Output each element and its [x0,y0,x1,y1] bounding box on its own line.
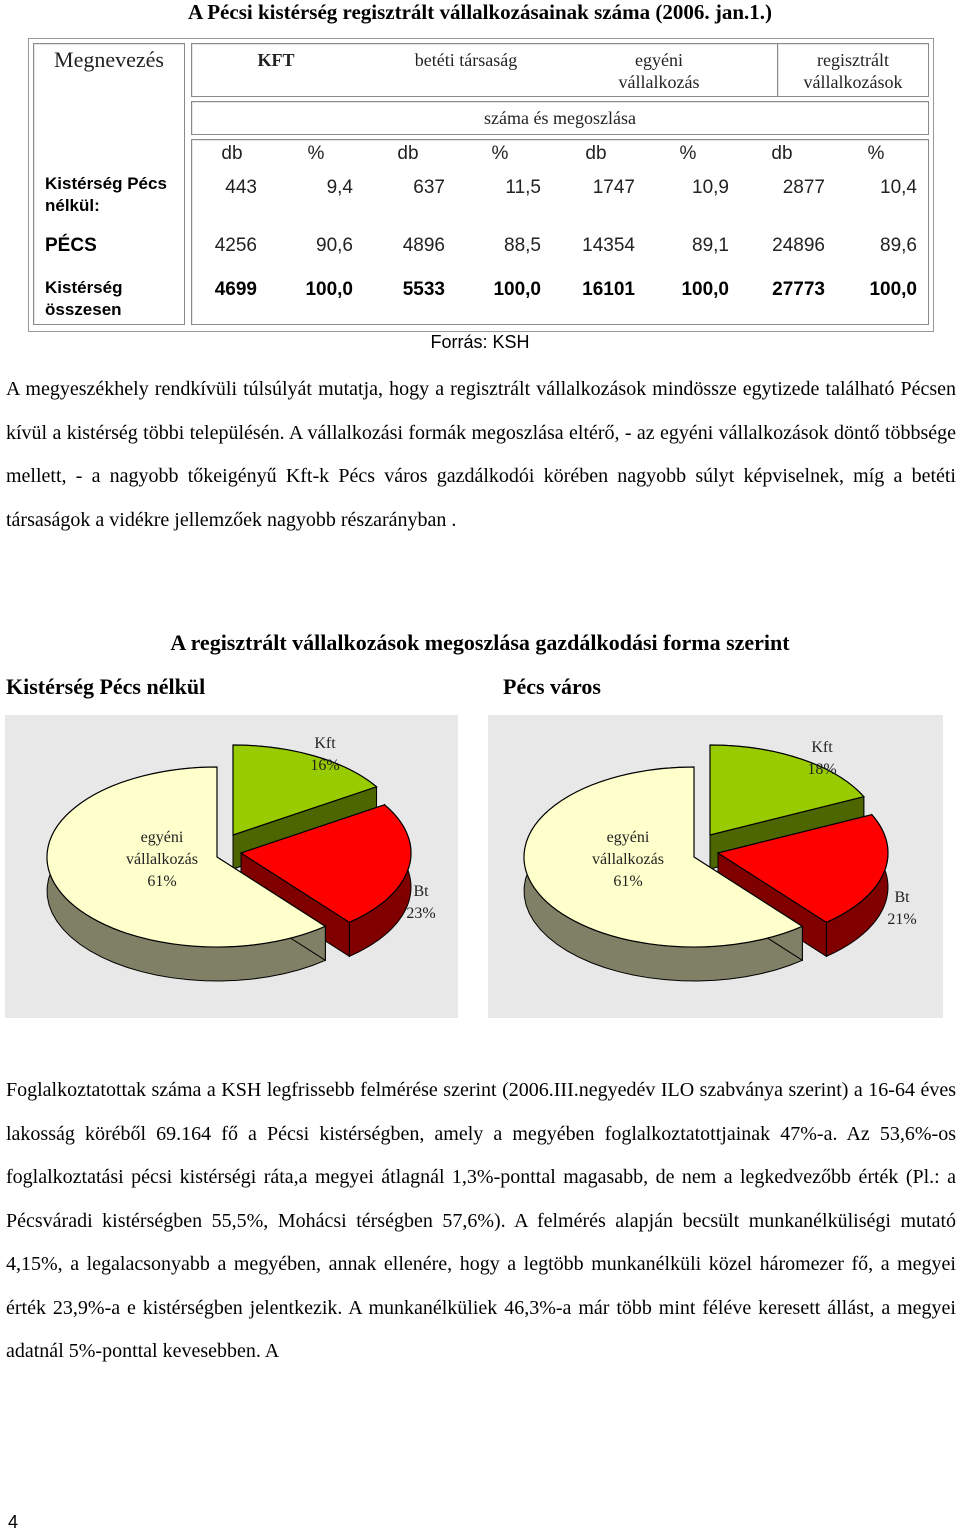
row-label-kisterseg-pecs-nelkul: Kistérség Pécs nélkül: [45,174,167,215]
name-column-box [33,43,185,325]
table-cell: 10,4 [880,177,917,198]
slice-label-egyeni: egyéni vállalkozás 61% [126,829,198,890]
slice-label-egyeni: egyéni vállalkozás 61% [592,829,664,890]
pie-chart-1-svg [46,744,412,982]
table-cell: 14354 [582,235,635,256]
table-cell: 16101 [582,279,635,300]
slice-label-kft: Kft 16% [310,735,340,774]
pie-chart-1: Kft 16% Bt 23% egyéni vállalkozás 61% [5,715,458,1018]
paragraph-2: Foglalkoztatottak száma a KSH legfrisseb… [6,1079,956,1362]
table-cell: 27773 [772,279,825,300]
pie-slice-bt [239,804,412,924]
name-header: Megnevezés [54,47,164,72]
row-label-pecs: PÉCS [45,235,97,256]
unit-header: % [307,143,325,164]
subheader-box [191,101,929,135]
charts-title: A regisztrált vállalkozások megoszlása g… [170,630,790,655]
slice-label-bt: Bt 23% [406,883,436,922]
row-label-osszesen: Kistérség összesen [45,278,123,319]
pie-slice-egyéni [46,766,327,948]
source-note: Forrás: KSH [430,332,530,352]
table-cell: 4896 [402,235,445,256]
unit-header: db [397,143,419,164]
group-header-egyeni: egyéni vállalkozás [618,50,700,92]
table-cell: 24896 [772,235,825,256]
table-cell: 4256 [214,235,257,256]
registered-header-box [777,43,929,97]
pie-slice-egyéni [523,766,804,948]
unit-header: % [679,143,697,164]
table-cell: 100,0 [493,279,541,300]
pie-chart-2: Kft 18% Bt 21% egyéni vállalkozás 61% [488,715,943,1018]
unit-header: % [867,143,885,164]
pie-slice-kft [709,744,865,836]
data-box [191,139,929,325]
pie-slice-kft [232,744,378,836]
unit-header: db [585,143,607,164]
table-cell: 89,6 [880,235,917,256]
table-cell: 4699 [214,279,257,300]
table-cell: 11,5 [505,177,541,198]
table-cell: 88,5 [504,235,541,256]
table-cell: 9,4 [326,177,353,198]
table-cell: 100,0 [869,279,917,300]
table-cell: 100,0 [681,279,729,300]
chart-1-title: Kistérség Pécs nélkül [6,674,206,699]
table-cell: 1747 [592,177,635,198]
unit-header: db [221,143,243,164]
pie-chart-2-svg [523,744,889,982]
table-cell: 100,0 [305,279,353,300]
group-header-registered: regisztrált vállalkozások [803,50,903,92]
slice-label-kft: Kft 18% [807,739,837,778]
table-cell: 443 [225,177,257,198]
table-cell: 10,9 [692,177,729,198]
slice-label-bt: Bt 21% [887,889,917,928]
enterprise-table: Megnevezés Kistérség Pécs nélkül: PÉCS K… [28,38,934,332]
table-cell: 2877 [782,177,825,198]
document-title: A Pécsi kistérség regisztrált vállalkozá… [187,0,773,24]
page-number: 4 [8,1512,19,1532]
pie-slice-bt [716,814,889,924]
chart-2-title: Pécs város [503,674,601,699]
table-cell: 89,1 [692,235,729,256]
table-cell: 5533 [402,279,445,300]
group-header-bt: betéti társaság [414,50,518,70]
group-header-kft: KFT [257,50,295,70]
paragraph-1: A megyeszékhely rendkívüli túlsúlyát mut… [6,378,956,531]
subheader: száma és megoszlása [484,108,636,128]
table-cell: 90,6 [316,235,353,256]
unit-header: db [771,143,793,164]
unit-header: % [491,143,509,164]
table-cell: 637 [413,177,445,198]
